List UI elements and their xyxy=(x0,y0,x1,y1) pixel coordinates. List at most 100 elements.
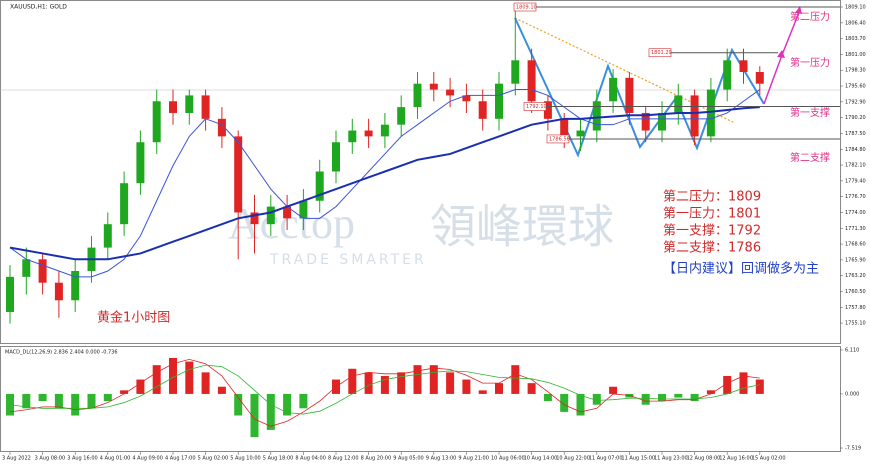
x-tick-label: 11 Aug 15:00 xyxy=(621,456,655,462)
x-tick-label: 10 Aug 14:00 xyxy=(524,456,558,462)
macd-panel xyxy=(0,346,841,452)
x-tick-label: 3 Aug 2022 xyxy=(2,456,31,462)
x-tick-label: 9 Aug 13:00 xyxy=(426,456,457,462)
macd-bar xyxy=(462,379,471,394)
y-tick-label: 1809.10 xyxy=(845,5,866,11)
x-tick-label: 5 Aug 18:00 xyxy=(263,456,294,462)
level-tag-label: 1792.10 xyxy=(526,104,547,110)
candle-body xyxy=(478,101,487,119)
candle-body xyxy=(136,142,145,184)
candle-body xyxy=(625,77,634,113)
macd-bar xyxy=(38,393,47,402)
x-tick-label: 12 Aug 16:00 xyxy=(719,456,753,462)
level-name: 第一压力 xyxy=(790,56,830,69)
candle-body xyxy=(234,136,243,213)
macd-bar xyxy=(495,383,503,394)
candle-body xyxy=(560,118,569,137)
y-tick-label: -7.519 xyxy=(845,446,861,452)
candle-body xyxy=(706,89,715,137)
macd-bar xyxy=(120,390,129,394)
x-tick-label: 3 Aug 16:00 xyxy=(67,456,98,462)
macd-bar xyxy=(380,375,389,394)
macd-bar xyxy=(364,372,373,394)
macd-bar xyxy=(87,393,96,409)
candle-body xyxy=(250,212,259,225)
macd-bar xyxy=(217,386,226,394)
candle-body xyxy=(152,101,161,143)
y-tick-label: 1760.50 xyxy=(845,289,866,295)
y-tick-label: 1782.10 xyxy=(845,163,866,169)
x-tick-label: 3 Aug 08:00 xyxy=(35,456,66,462)
x-tick-label: 9 Aug 05:00 xyxy=(393,456,424,462)
candle-body xyxy=(413,83,422,108)
candle-body xyxy=(266,206,275,225)
candle-body xyxy=(446,89,455,96)
candle-body xyxy=(755,71,764,84)
macd-bar xyxy=(136,379,145,394)
candle-body xyxy=(38,259,47,283)
x-tick-label: 8 Aug 20:00 xyxy=(361,456,392,462)
macd-bar xyxy=(413,365,422,394)
moving-average xyxy=(9,89,761,278)
macd-bar xyxy=(576,393,585,416)
candle-body xyxy=(674,95,683,113)
macd-line xyxy=(9,364,760,415)
y-tick-label: 6.110 xyxy=(845,348,859,354)
candle-body xyxy=(690,95,699,137)
macd-title: MACD_DL(12,26,9) 2.836 2.404 0.000 -0.73… xyxy=(5,350,118,356)
x-tick-label: 8 Aug 04:00 xyxy=(295,456,326,462)
candle-body xyxy=(185,95,194,113)
macd-bar xyxy=(22,393,31,409)
note: 第二支撑：1786 xyxy=(663,241,761,256)
candle-body xyxy=(6,276,14,312)
y-tick-label: 1790.20 xyxy=(845,115,866,121)
y-tick-label: 1763.20 xyxy=(845,273,866,279)
y-tick-label: 1806.40 xyxy=(845,20,866,26)
macd-bar xyxy=(201,372,210,394)
x-tick-label: 15 Aug 02:00 xyxy=(752,456,786,462)
watermark-brand: Acctop xyxy=(228,199,355,248)
candle-body xyxy=(495,83,503,119)
y-tick-label: 1792.90 xyxy=(845,99,866,105)
macd-bar xyxy=(429,365,438,394)
x-tick-label: 4 Aug 09:00 xyxy=(132,456,163,462)
y-tick-label: 1765.90 xyxy=(845,257,866,263)
candle-body xyxy=(120,183,129,225)
level-name: 第一支撑 xyxy=(790,106,830,119)
candle-body xyxy=(54,282,63,301)
x-tick-label: 5 Aug 10:00 xyxy=(230,456,261,462)
candle-body xyxy=(103,224,112,248)
level-tag-label: 1786.56 xyxy=(549,136,570,142)
macd-bar xyxy=(478,390,487,394)
level-tag xyxy=(523,102,547,111)
macd-bar xyxy=(609,386,618,394)
y-tick-label: 0.000 xyxy=(845,391,859,397)
candle-body xyxy=(658,112,666,131)
candle-body xyxy=(348,130,357,143)
candle-body xyxy=(315,171,324,201)
candle-body xyxy=(201,95,210,119)
macd-bar xyxy=(543,393,552,402)
macd-bar xyxy=(592,393,601,405)
candle-body xyxy=(283,206,292,219)
watermark-cn: 領峰環球 xyxy=(430,200,614,254)
macd-bar xyxy=(706,390,715,394)
candle-body xyxy=(397,107,406,125)
note: 第二压力：1809 xyxy=(663,190,761,205)
candle-body xyxy=(22,259,31,277)
level-tag-label: 1809.10 xyxy=(516,5,537,11)
macd-bar xyxy=(658,393,666,402)
candle-body xyxy=(739,60,748,72)
macd-bar xyxy=(397,372,406,394)
y-tick-label: 1779.40 xyxy=(845,178,866,184)
y-tick-label: 1776.70 xyxy=(845,194,866,200)
caption: 黄金1小时图 xyxy=(97,310,170,326)
y-tick-label: 1787.50 xyxy=(845,131,866,137)
x-tick-label: 9 Aug 21:00 xyxy=(458,456,489,462)
candle-body xyxy=(723,60,732,90)
y-tick-label: 1784.80 xyxy=(845,147,866,153)
y-tick-label: 1774.00 xyxy=(845,210,866,216)
y-tick-label: 1768.60 xyxy=(845,242,866,248)
x-tick-label: 5 Aug 02:00 xyxy=(198,456,229,462)
